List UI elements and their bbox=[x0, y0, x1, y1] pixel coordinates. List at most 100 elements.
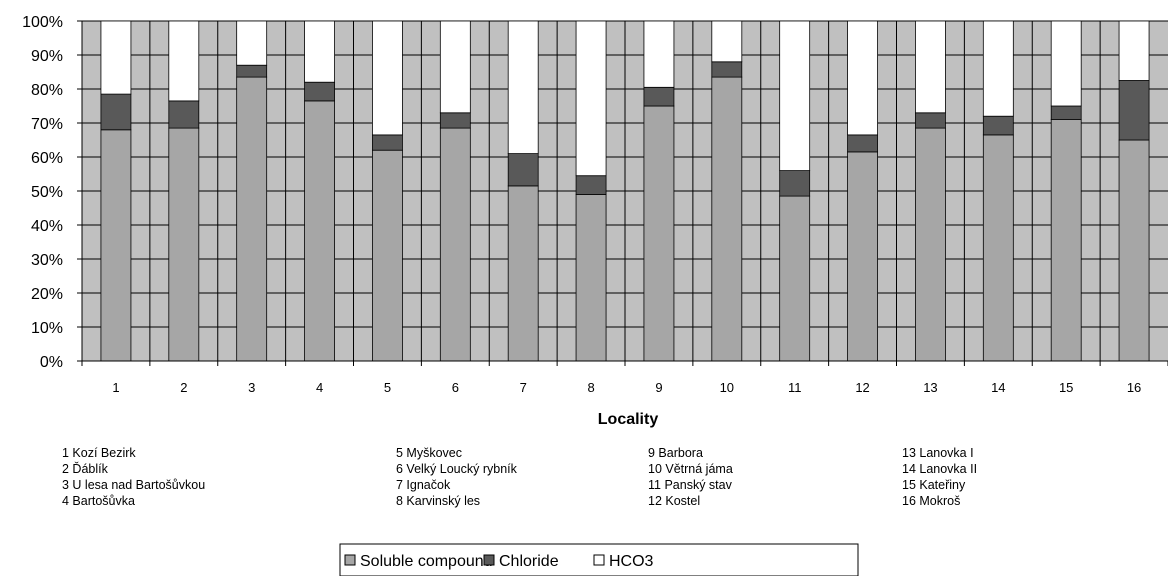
y-tick-label: 40% bbox=[31, 218, 63, 235]
bar-segment-soluble-compound bbox=[236, 76, 268, 362]
bar-segment-soluble-compound bbox=[1050, 119, 1082, 362]
x-tick-label: 2 bbox=[180, 380, 187, 395]
locality-note: 13 Lanovka I bbox=[902, 446, 974, 460]
bar-segment-soluble-compound bbox=[982, 134, 1014, 362]
bar-segment-soluble-compound bbox=[779, 195, 811, 362]
y-tick-labels: 0% 10% 20% 30% 40% 50% 60% 70% 80% 90% 100% bbox=[22, 14, 63, 371]
x-tick-label: 10 bbox=[720, 380, 734, 395]
x-tick-label: 11 bbox=[788, 380, 802, 395]
y-tick-label: 100% bbox=[22, 14, 63, 31]
y-tick-label: 70% bbox=[31, 116, 63, 133]
x-tick-label: 1 bbox=[112, 380, 119, 395]
bar-segment-soluble-compound bbox=[575, 193, 607, 362]
bar-segment-chloride bbox=[982, 115, 1014, 136]
bar-segment-hco3 bbox=[915, 20, 946, 114]
x-tick-label: 14 bbox=[991, 380, 1005, 395]
bar-segment-chloride bbox=[236, 64, 268, 78]
bar-segment-soluble-compound bbox=[643, 105, 675, 362]
locality-note: 1 Kozí Bezirk bbox=[62, 446, 136, 460]
bar-segment-soluble-compound bbox=[439, 127, 471, 362]
legend-label: HCO3 bbox=[609, 553, 654, 570]
locality-note: 6 Velký Loucký rybník bbox=[396, 462, 518, 476]
bar-segment-soluble-compound bbox=[711, 76, 743, 362]
bar-segment-chloride bbox=[711, 61, 743, 78]
x-tick-label: 5 bbox=[384, 380, 391, 395]
locality-note: 7 Ignačok bbox=[396, 478, 451, 492]
bar-segment-hco3 bbox=[847, 20, 878, 136]
y-tick-label: 0% bbox=[40, 354, 63, 371]
bar-segment-chloride bbox=[168, 100, 200, 129]
bar-segment-soluble-compound bbox=[304, 100, 335, 362]
bar-segment-chloride bbox=[847, 134, 878, 153]
locality-note: 12 Kostel bbox=[648, 494, 700, 508]
y-tick-label: 10% bbox=[31, 320, 63, 337]
locality-note: 16 Mokroš bbox=[902, 494, 960, 508]
bar-segment-chloride bbox=[575, 175, 607, 195]
bar-segment-hco3 bbox=[711, 20, 743, 63]
bar-segment-soluble-compound bbox=[915, 127, 946, 362]
bar-segment-hco3 bbox=[168, 20, 200, 102]
bar-segment-hco3 bbox=[779, 20, 811, 172]
bar-segment-chloride bbox=[1050, 105, 1082, 121]
bar-segment-chloride bbox=[439, 112, 471, 129]
bar-segment-hco3 bbox=[100, 20, 132, 95]
bar-segment-hco3 bbox=[643, 20, 675, 88]
bar-segment-chloride bbox=[372, 134, 403, 151]
locality-note: 3 U lesa nad Bartošůvkou bbox=[62, 478, 205, 492]
legend: Soluble compound Chloride HCO3 bbox=[339, 543, 859, 576]
legend-swatch bbox=[483, 554, 495, 566]
bar-segment-soluble-compound bbox=[168, 127, 200, 362]
bar-segment-chloride bbox=[507, 153, 539, 187]
bar-segment-chloride bbox=[1118, 80, 1150, 141]
bar-segment-soluble-compound bbox=[847, 151, 878, 362]
x-tick-label: 15 bbox=[1059, 380, 1073, 395]
locality-note: 2 Ďáblík bbox=[62, 461, 109, 476]
y-tick-label: 50% bbox=[31, 184, 63, 201]
locality-note: 15 Kateřiny bbox=[902, 478, 966, 492]
bars bbox=[100, 20, 1150, 362]
x-axis-title: Locality bbox=[598, 411, 659, 428]
bar-segment-hco3 bbox=[236, 20, 268, 66]
axes bbox=[77, 20, 1168, 366]
bar-segment-hco3 bbox=[304, 20, 335, 83]
x-tick-label: 16 bbox=[1127, 380, 1141, 395]
y-tick-label: 30% bbox=[31, 252, 63, 269]
locality-note: 5 Myškovec bbox=[396, 446, 462, 460]
bar-segment-hco3 bbox=[1118, 20, 1150, 81]
legend-swatch bbox=[593, 554, 605, 566]
locality-note: 4 Bartošůvka bbox=[62, 494, 135, 508]
bar-segment-hco3 bbox=[439, 20, 471, 114]
locality-note: 9 Barbora bbox=[648, 446, 703, 460]
bar-segment-soluble-compound bbox=[1118, 139, 1150, 362]
bar-segment-chloride bbox=[915, 112, 946, 129]
x-tick-label: 6 bbox=[452, 380, 459, 395]
x-tick-label: 12 bbox=[855, 380, 869, 395]
x-tick-label: 7 bbox=[520, 380, 527, 395]
x-tick-label: 9 bbox=[655, 380, 662, 395]
locality-note: 8 Karvinský les bbox=[396, 494, 480, 508]
bar-segment-chloride bbox=[779, 170, 811, 197]
bar-segment-chloride bbox=[304, 81, 335, 102]
locality-note: 11 Panský stav bbox=[648, 478, 733, 492]
legend-label: Soluble compound bbox=[360, 553, 493, 570]
bar-segment-hco3 bbox=[1050, 20, 1082, 107]
bar-segment-hco3 bbox=[372, 20, 403, 136]
legend-label: Chloride bbox=[499, 553, 559, 570]
y-tick-label: 60% bbox=[31, 150, 63, 167]
x-tick-labels: 1 2 3 4 5 6 7 8 9 10 11 12 13 14 15 16 bbox=[112, 380, 1141, 395]
bar-segment-hco3 bbox=[982, 20, 1014, 117]
y-tick-label: 20% bbox=[31, 286, 63, 303]
x-tick-label: 13 bbox=[923, 380, 937, 395]
bar-segment-hco3 bbox=[507, 20, 539, 155]
bar-segment-soluble-compound bbox=[372, 149, 403, 362]
legend-swatch bbox=[344, 554, 356, 566]
x-tick-label: 8 bbox=[587, 380, 594, 395]
bar-segment-chloride bbox=[100, 93, 132, 131]
bar-segment-soluble-compound bbox=[507, 185, 539, 362]
x-tick-label: 3 bbox=[248, 380, 255, 395]
locality-note: 10 Větrná jáma bbox=[648, 462, 733, 476]
bar-segment-soluble-compound bbox=[100, 129, 132, 362]
y-tick-label: 80% bbox=[31, 82, 63, 99]
